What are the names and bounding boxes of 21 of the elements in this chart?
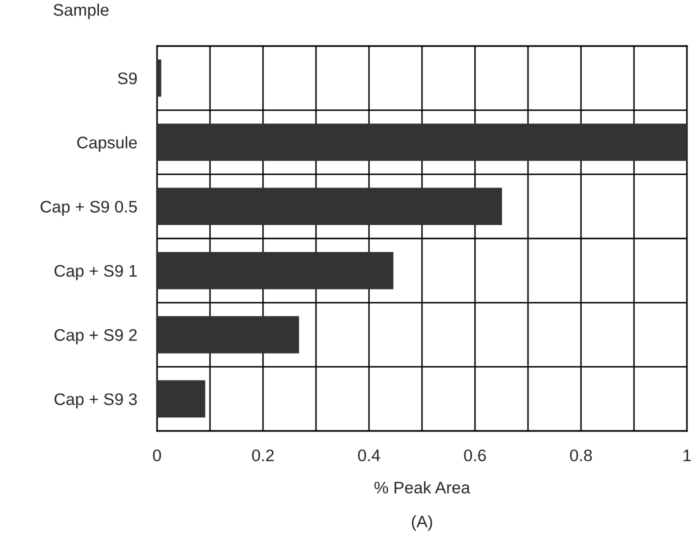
bar [157,59,162,97]
bar [157,380,206,418]
bar [157,188,502,226]
x-tick-label: 0.6 [464,449,486,462]
y-tick-label: Cap + S9 0.5 [40,200,137,216]
x-tick-label: 0.8 [570,449,592,462]
y-axis-title: Sample [54,4,109,20]
y-tick-label: Cap + S9 1 [54,264,137,280]
bar [157,252,394,290]
y-tick-label: Capsule [77,136,137,152]
x-axis-title: % Peak Area [374,481,470,494]
text: (A) [412,515,432,531]
x-tick-label: 0 [153,449,161,462]
x-tick-label: 1 [684,450,691,462]
y-tick-label: Cap + S9 3 [54,393,137,408]
y-tick-label: Cap + S9 2 [54,329,137,344]
y-tick-label: S9 [118,72,137,84]
x-tick-label: 0.2 [252,449,274,462]
bar [157,124,687,161]
x-tick-label: 0.4 [358,449,380,462]
bar [157,316,300,354]
